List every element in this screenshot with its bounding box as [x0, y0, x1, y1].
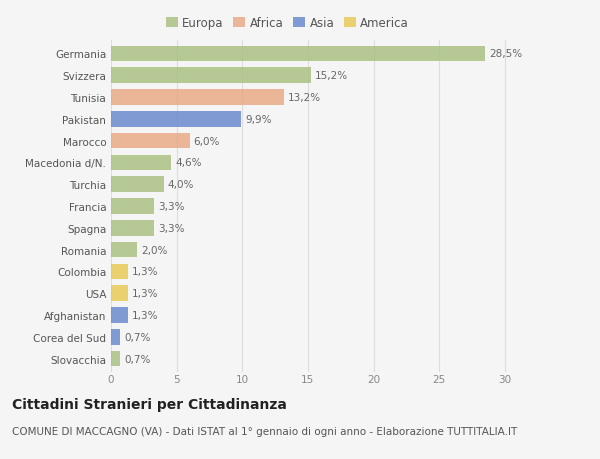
Text: 9,9%: 9,9% — [245, 115, 271, 124]
Bar — [111, 264, 128, 280]
Text: 3,3%: 3,3% — [158, 202, 185, 212]
Text: 6,0%: 6,0% — [194, 136, 220, 146]
Bar — [111, 46, 485, 62]
Text: 4,0%: 4,0% — [167, 180, 194, 190]
Text: 3,3%: 3,3% — [158, 223, 185, 233]
Text: 15,2%: 15,2% — [314, 71, 347, 81]
Text: 4,6%: 4,6% — [175, 158, 202, 168]
Bar — [111, 112, 241, 128]
Bar — [111, 155, 172, 171]
Bar — [111, 308, 128, 323]
Bar — [111, 351, 120, 367]
Bar — [111, 242, 137, 258]
Text: 1,3%: 1,3% — [132, 289, 158, 298]
Bar — [111, 177, 163, 193]
Bar — [111, 134, 190, 149]
Text: 1,3%: 1,3% — [132, 310, 158, 320]
Text: 28,5%: 28,5% — [489, 50, 522, 59]
Bar — [111, 285, 128, 302]
Text: 1,3%: 1,3% — [132, 267, 158, 277]
Text: 2,0%: 2,0% — [141, 245, 167, 255]
Legend: Europa, Africa, Asia, America: Europa, Africa, Asia, America — [163, 14, 412, 32]
Bar — [111, 329, 120, 345]
Bar — [111, 68, 311, 84]
Bar — [111, 199, 154, 214]
Text: Cittadini Stranieri per Cittadinanza: Cittadini Stranieri per Cittadinanza — [12, 397, 287, 411]
Text: 0,7%: 0,7% — [124, 332, 151, 342]
Text: 0,7%: 0,7% — [124, 354, 151, 364]
Bar — [111, 220, 154, 236]
Bar — [111, 90, 284, 106]
Text: COMUNE DI MACCAGNO (VA) - Dati ISTAT al 1° gennaio di ogni anno - Elaborazione T: COMUNE DI MACCAGNO (VA) - Dati ISTAT al … — [12, 426, 517, 436]
Text: 13,2%: 13,2% — [288, 93, 322, 103]
